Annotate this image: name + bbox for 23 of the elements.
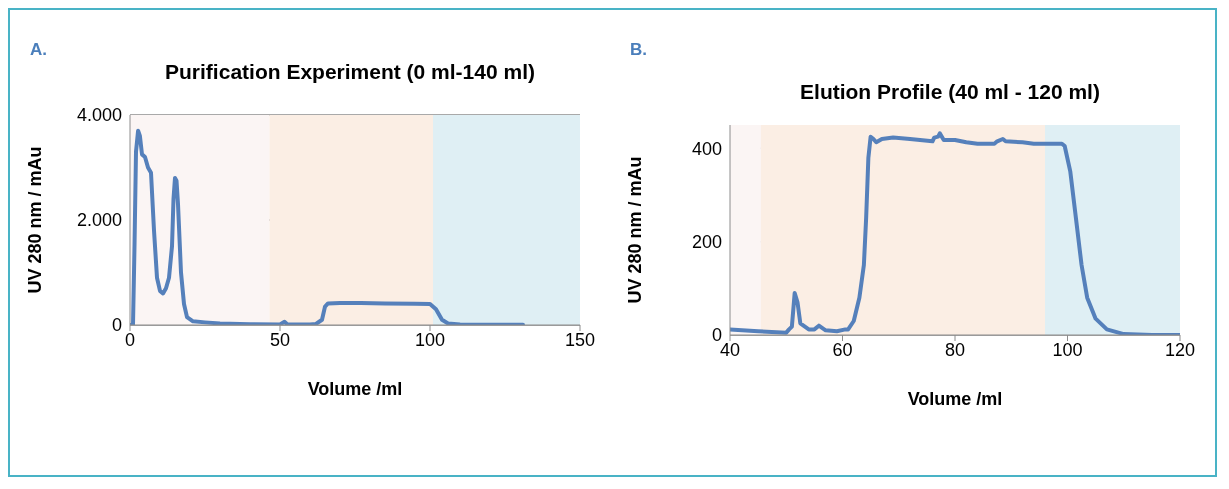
y-axis-title: UV 280 nm / mAu [625, 156, 646, 304]
x-tick-label: 150 [564, 329, 596, 350]
x-tick-label: 60 [832, 339, 853, 360]
x-tick-label: 100 [414, 329, 446, 350]
y-tick-label: 200 [691, 232, 722, 253]
x-tick-label: 80 [944, 339, 966, 360]
y-tick-label: 400 [691, 138, 722, 159]
y-tick-label: 4.000 [76, 105, 122, 126]
x-tick-label: 100 [1052, 339, 1083, 360]
chart-title: Purification Experiment (0 ml-140 ml) [164, 60, 536, 84]
text: B. [630, 40, 647, 60]
y-tick-label: 0 [111, 315, 122, 336]
y-tick-label: 2.000 [76, 210, 122, 231]
line-series [130, 128, 525, 325]
x-tick-label: 120 [1164, 339, 1196, 360]
x-axis-title: Volume /ml [307, 379, 403, 399]
x-tick-label: 0 [124, 329, 136, 350]
text: A. [30, 40, 47, 60]
x-tick-label: 40 [719, 339, 741, 360]
x-axis-title: Volume /ml [907, 389, 1003, 409]
x-tick-label: 50 [269, 329, 291, 350]
chart-title: Elution Profile (40 ml - 120 ml) [799, 80, 1101, 104]
y-axis-title: UV 280 nm / mAu [25, 146, 46, 294]
